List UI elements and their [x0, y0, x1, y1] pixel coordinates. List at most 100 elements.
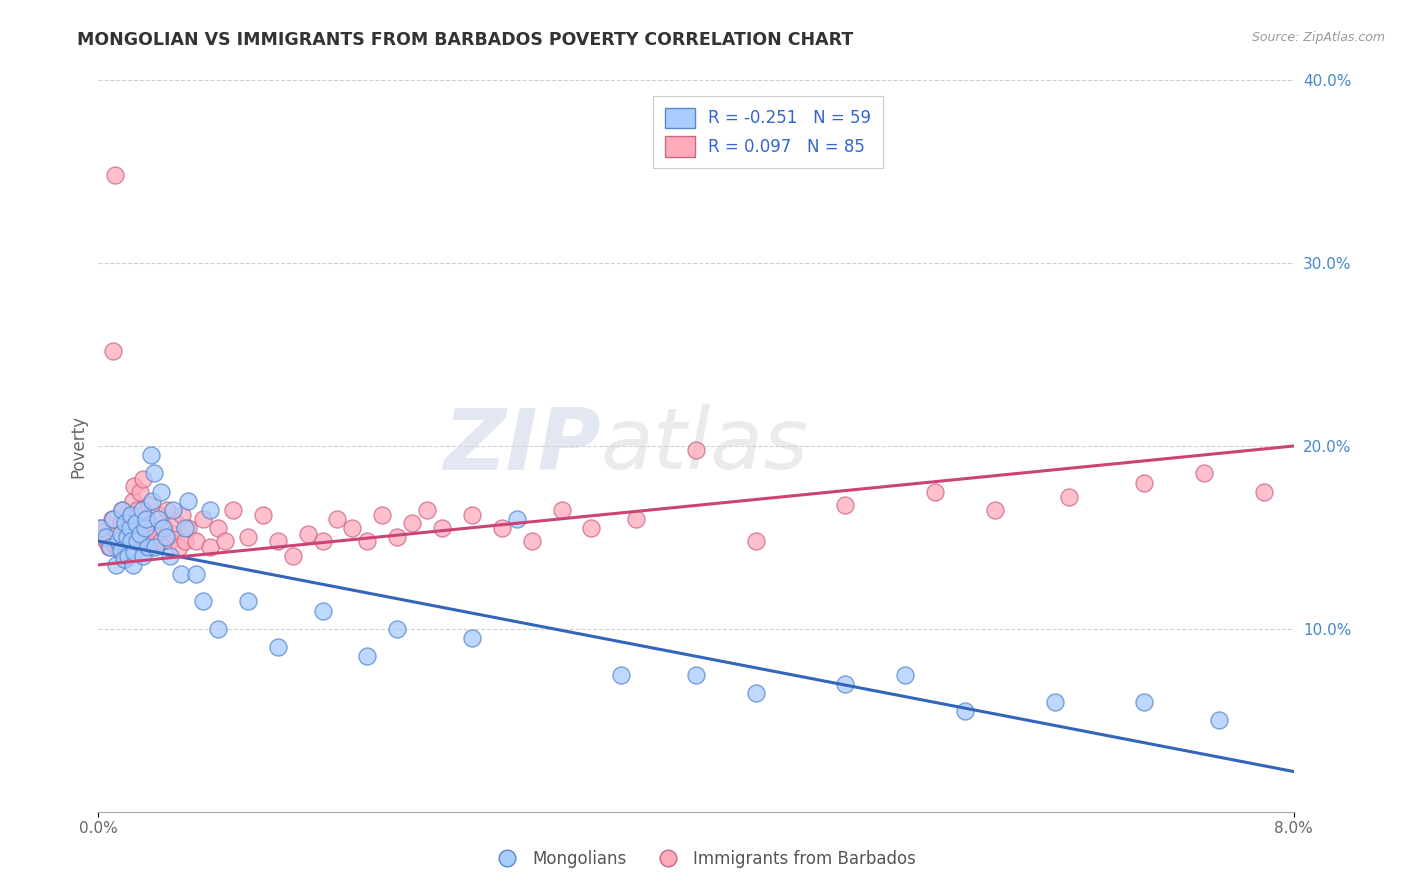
Point — [105, 558, 128, 572]
Text: Source: ZipAtlas.com: Source: ZipAtlas.com — [1251, 31, 1385, 45]
Point — [98, 540, 122, 554]
Point — [834, 498, 856, 512]
Point — [89, 521, 111, 535]
Point — [120, 530, 142, 544]
Point — [105, 540, 128, 554]
Point — [745, 686, 768, 700]
Point — [311, 603, 333, 617]
Point — [214, 534, 236, 549]
Point — [120, 508, 142, 523]
Point — [94, 530, 117, 544]
Point — [236, 594, 259, 608]
Point — [1208, 714, 1230, 728]
Point — [121, 494, 143, 508]
Point — [103, 343, 125, 358]
Point — [150, 484, 173, 499]
Point — [200, 540, 222, 554]
Point — [91, 530, 114, 544]
Point — [236, 530, 259, 544]
Point — [174, 534, 197, 549]
Point — [461, 631, 484, 645]
Point — [169, 567, 191, 582]
Point — [117, 549, 139, 563]
Point — [222, 503, 245, 517]
Point — [461, 508, 484, 523]
Point — [385, 622, 409, 636]
Point — [132, 549, 155, 563]
Point — [281, 549, 304, 563]
Point — [1192, 467, 1215, 481]
Point — [94, 534, 117, 549]
Point — [297, 526, 319, 541]
Point — [745, 534, 768, 549]
Point — [143, 540, 166, 554]
Point — [685, 442, 707, 457]
Point — [165, 516, 187, 530]
Point — [191, 594, 214, 608]
Point — [162, 526, 184, 541]
Point — [132, 472, 155, 486]
Point — [121, 558, 143, 572]
Point — [1312, 461, 1334, 475]
Point — [129, 484, 152, 499]
Point — [894, 667, 917, 681]
Point — [356, 534, 378, 549]
Point — [267, 534, 290, 549]
Point — [104, 169, 127, 183]
Point — [506, 512, 529, 526]
Point — [136, 540, 159, 554]
Point — [128, 534, 150, 549]
Point — [311, 534, 333, 549]
Point — [134, 521, 156, 535]
Point — [90, 521, 112, 535]
Point — [117, 540, 139, 554]
Point — [581, 521, 603, 535]
Point — [174, 521, 197, 535]
Point — [159, 549, 181, 563]
Point — [134, 521, 156, 535]
Point — [342, 521, 364, 535]
Text: ZIP: ZIP — [443, 404, 600, 488]
Point — [103, 512, 125, 526]
Point — [139, 448, 162, 462]
Point — [115, 521, 138, 535]
Point — [148, 512, 170, 526]
Point — [127, 503, 149, 517]
Point — [172, 508, 194, 523]
Point — [141, 494, 163, 508]
Point — [1357, 479, 1379, 493]
Point — [207, 521, 229, 535]
Point — [131, 503, 153, 517]
Point — [97, 540, 120, 554]
Point — [610, 667, 633, 681]
Point — [200, 503, 222, 517]
Point — [120, 534, 142, 549]
Point — [118, 508, 141, 523]
Point — [1402, 472, 1406, 486]
Point — [491, 521, 513, 535]
Point — [107, 526, 129, 541]
Point — [124, 479, 146, 493]
Point — [430, 521, 453, 535]
Point — [110, 516, 132, 530]
Point — [953, 704, 976, 718]
Point — [136, 534, 159, 549]
Point — [112, 534, 135, 549]
Point — [141, 521, 163, 535]
Point — [162, 503, 184, 517]
Y-axis label: Poverty: Poverty — [69, 415, 87, 477]
Point — [207, 622, 229, 636]
Point — [520, 534, 543, 549]
Point — [124, 545, 146, 559]
Point — [167, 540, 190, 554]
Point — [401, 516, 423, 530]
Point — [252, 508, 274, 523]
Point — [984, 503, 1007, 517]
Point — [1059, 490, 1081, 504]
Point — [1133, 695, 1156, 709]
Point — [159, 534, 181, 549]
Point — [110, 526, 132, 541]
Point — [129, 526, 152, 541]
Point — [118, 521, 141, 535]
Point — [125, 516, 148, 530]
